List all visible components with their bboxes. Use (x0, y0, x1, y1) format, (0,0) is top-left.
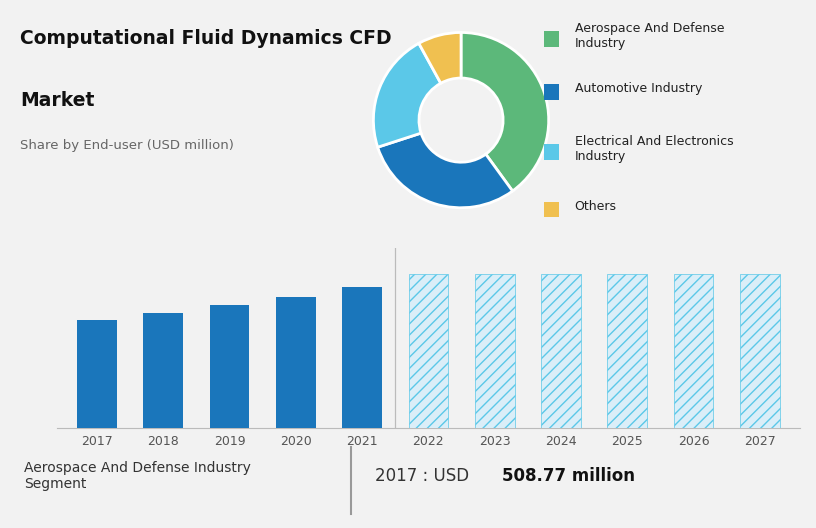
Text: Electrical And Electronics
Industry: Electrical And Electronics Industry (574, 135, 734, 163)
Text: Share by End-user (USD million): Share by End-user (USD million) (20, 139, 234, 153)
Bar (276, 297, 316, 428)
Bar (77, 320, 117, 428)
Bar (607, 274, 647, 428)
Bar (210, 305, 250, 428)
Text: Aerospace And Defense
Industry: Aerospace And Defense Industry (574, 22, 724, 50)
FancyBboxPatch shape (544, 202, 560, 218)
FancyBboxPatch shape (544, 84, 560, 100)
Wedge shape (374, 43, 441, 147)
Text: Others: Others (574, 200, 617, 213)
Wedge shape (461, 33, 548, 191)
Wedge shape (378, 133, 512, 208)
Text: Computational Fluid Dynamics CFD: Computational Fluid Dynamics CFD (20, 29, 392, 48)
Bar (144, 313, 183, 428)
Text: Automotive Industry: Automotive Industry (574, 82, 702, 96)
Bar (409, 274, 448, 428)
Text: Market: Market (20, 91, 95, 110)
Text: Aerospace And Defense Industry
Segment: Aerospace And Defense Industry Segment (24, 460, 251, 491)
Bar (342, 287, 382, 428)
Wedge shape (419, 32, 461, 83)
FancyBboxPatch shape (544, 144, 560, 160)
Bar (740, 274, 780, 428)
FancyBboxPatch shape (544, 31, 560, 47)
Text: 508.77 million: 508.77 million (502, 467, 635, 485)
Bar (541, 274, 581, 428)
Bar (475, 274, 515, 428)
Bar (674, 274, 713, 428)
Text: 2017 : USD: 2017 : USD (375, 467, 475, 485)
